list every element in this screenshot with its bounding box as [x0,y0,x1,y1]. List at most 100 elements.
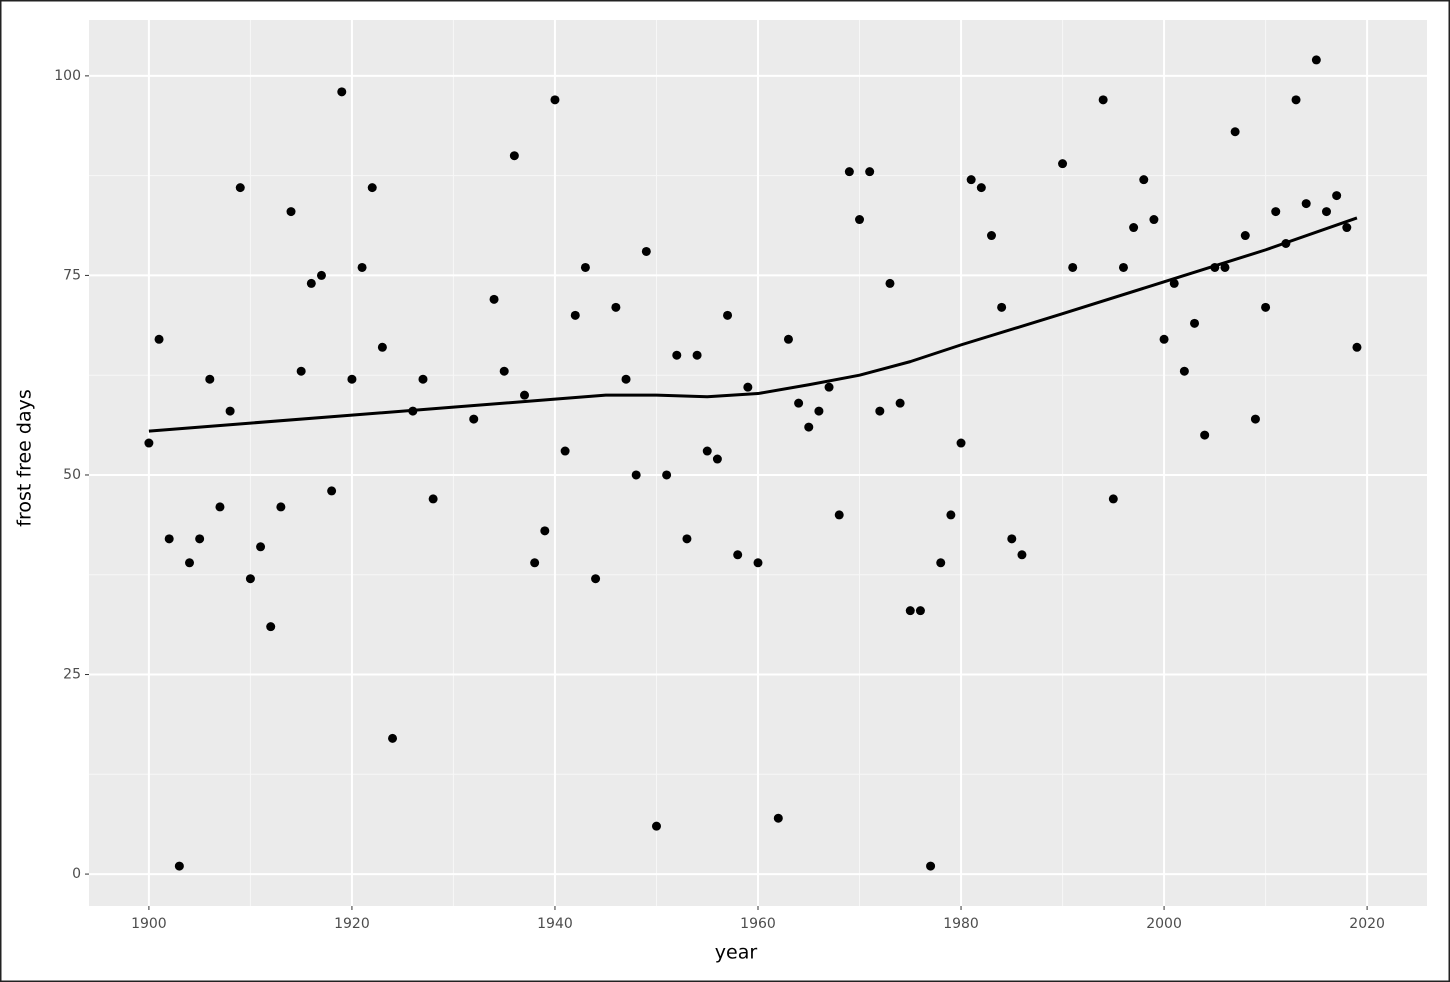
point [1200,430,1210,440]
point [469,414,479,424]
point [296,366,306,376]
point [174,861,184,871]
point [1007,534,1017,544]
marks [144,55,1362,871]
point [520,390,530,400]
smooth-line [148,216,1358,433]
point [205,374,215,384]
point [692,350,702,360]
x-tick-label: 1940 [537,916,573,932]
point [144,438,154,448]
point [245,574,255,584]
y-axis-title: frost free days [14,389,36,526]
x-tick-label: 1900 [131,916,167,932]
point [225,406,235,416]
x-tick-label: 1960 [740,916,776,932]
point [1179,366,1189,376]
point [723,310,733,320]
y-tick-label: 50 [63,467,81,483]
point [327,486,337,496]
point [662,470,672,480]
point [905,606,915,616]
point [844,167,854,177]
point [1342,223,1352,233]
point [997,302,1007,312]
point [1271,207,1281,217]
point [824,382,834,392]
point [185,558,195,568]
point [621,374,631,384]
y-tick-label: 25 [63,667,81,683]
grid [89,20,1427,906]
point [783,334,793,344]
point [347,374,357,384]
point [164,534,174,544]
y-tick-label: 75 [63,267,81,283]
point [915,606,925,616]
point [1068,262,1078,272]
point [743,382,753,392]
point [682,534,692,544]
point [337,87,347,97]
point [895,398,905,408]
point [367,183,377,193]
point [1190,318,1200,328]
point [1149,215,1159,225]
point [814,406,824,416]
point [976,183,986,193]
x-tick-label: 1920 [334,916,370,932]
point [1108,494,1118,504]
point [1332,191,1342,201]
point [672,350,682,360]
point [651,821,661,831]
point [377,342,387,352]
point [611,302,621,312]
point [855,215,865,225]
point [1291,95,1301,105]
point [1058,159,1068,169]
point [316,270,326,280]
point [1250,414,1260,424]
point [286,207,296,217]
point [1230,127,1240,137]
y-tick-label: 0 [72,866,81,882]
point [712,454,722,464]
point [256,542,266,552]
point [560,446,570,456]
point [550,95,560,105]
y-tick-label: 100 [54,68,81,84]
point [946,510,956,520]
x-tick-label: 2000 [1146,916,1182,932]
point [1301,199,1311,209]
point [702,446,712,456]
point [773,813,783,823]
point [1311,55,1321,65]
point [1098,95,1108,105]
point [733,550,743,560]
point [580,262,590,272]
point [489,294,499,304]
point [215,502,225,512]
point [956,438,966,448]
point [591,574,601,584]
x-axis-title: year [715,942,758,964]
point [266,622,276,632]
point [418,374,428,384]
x-tick-label: 1980 [943,916,979,932]
point [1169,278,1179,288]
point [276,502,286,512]
point [926,861,936,871]
point [570,310,580,320]
point [936,558,946,568]
point [306,278,316,288]
point [540,526,550,536]
point [530,558,540,568]
point [1139,175,1149,185]
point [357,262,367,272]
point [1240,231,1250,241]
point [1352,342,1362,352]
point [499,366,509,376]
point [428,494,438,504]
point [1220,262,1230,272]
